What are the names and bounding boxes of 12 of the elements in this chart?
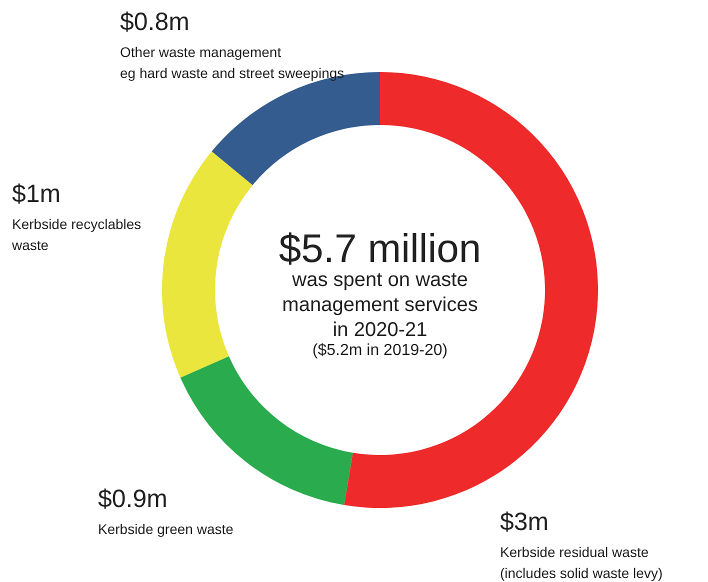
slice-label: Other waste management eg hard waste and street sweepings (120, 44, 344, 81)
slice-label: Kerbside recyclables waste (11, 216, 142, 253)
data-label: $0.8m (120, 8, 190, 36)
text: ($5.2m in 2019-20) (312, 342, 448, 359)
data-label: $1m (12, 180, 61, 208)
data-label: $0.9m (98, 485, 168, 513)
text: $5.7 million (278, 227, 482, 271)
slice-label: Kerbside green waste (98, 521, 234, 537)
slice-label: Kerbside residual waste (includes solid waste levy) (500, 544, 663, 581)
text: was spent on waste management services in 2020-21 (282, 269, 478, 341)
donut-slice (162, 151, 253, 378)
data-label: $3m (500, 508, 549, 536)
